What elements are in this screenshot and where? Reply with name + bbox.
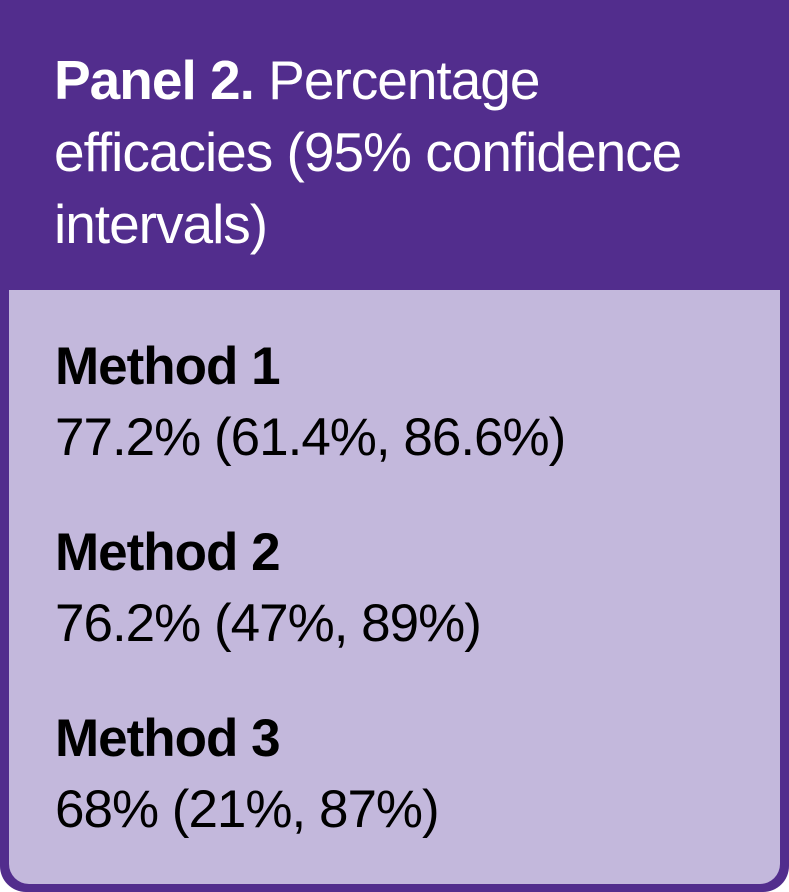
panel-body: Method 1 77.2% (61.4%, 86.6%) Method 2 7… — [9, 290, 780, 884]
method-item: Method 1 77.2% (61.4%, 86.6%) — [55, 334, 760, 520]
method-efficacy-value: 77.2% (61.4%, 86.6%) — [55, 408, 566, 467]
method-name: Method 1 — [55, 337, 281, 396]
panel-title-label: Panel 2. — [54, 49, 255, 111]
method-name: Method 3 — [55, 709, 281, 768]
method-efficacy-value: 68% (21%, 87%) — [55, 780, 440, 839]
panel-title-text: Percentage efficacies (95% confidence in… — [54, 49, 682, 255]
method-name: Method 2 — [55, 523, 281, 582]
panel-header: Panel 2. Percentage efficacies (95% conf… — [0, 0, 789, 290]
method-item: Method 2 76.2% (47%, 89%) — [55, 520, 760, 706]
method-efficacy-value: 76.2% (47%, 89%) — [55, 594, 482, 653]
method-item: Method 3 68% (21%, 87%) — [55, 706, 760, 892]
